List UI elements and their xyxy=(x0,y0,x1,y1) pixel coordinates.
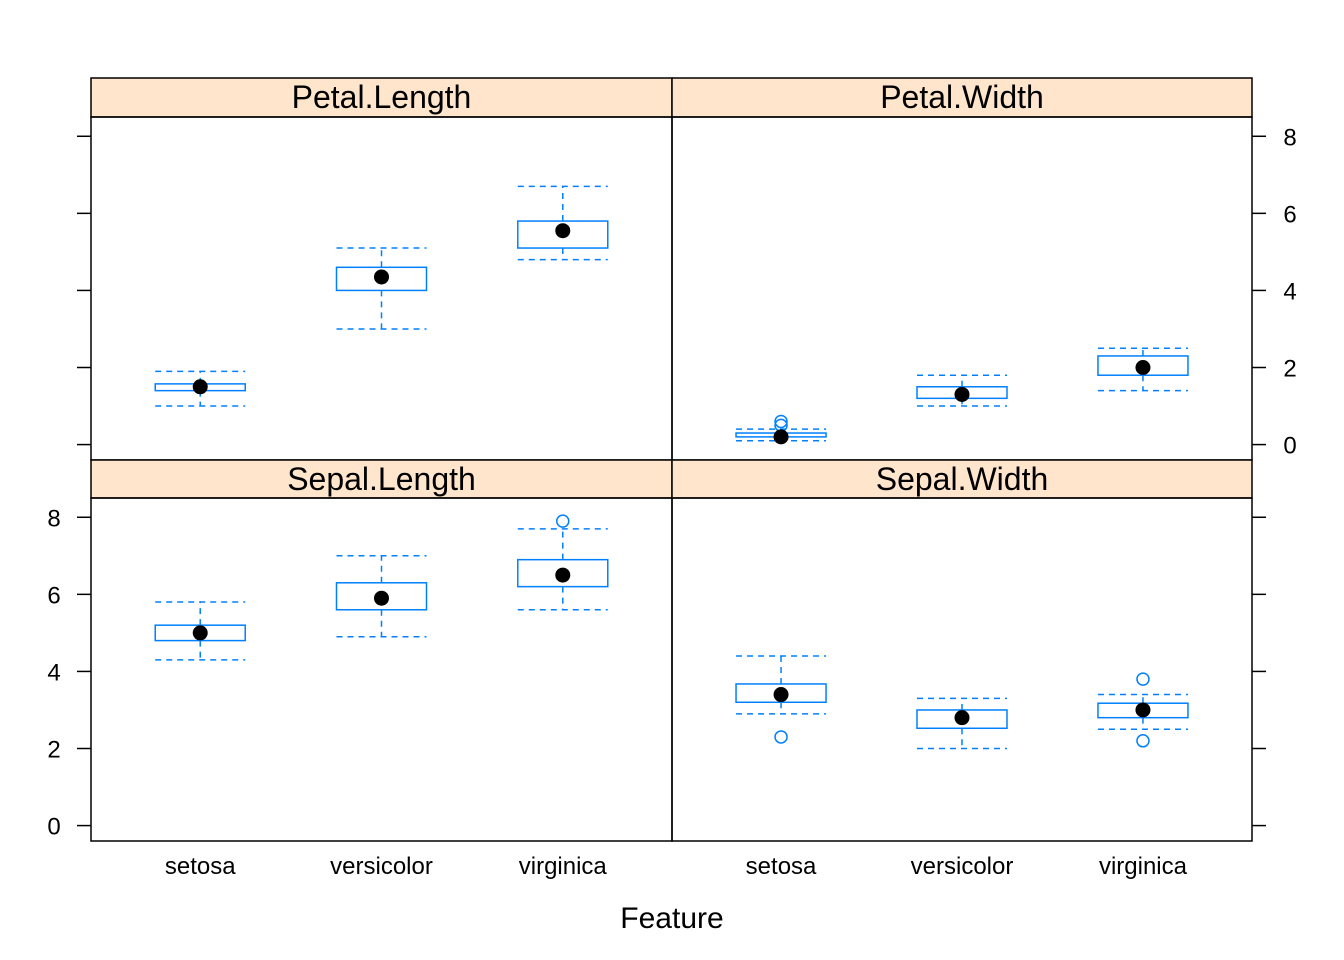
box-setosa xyxy=(735,414,827,445)
median-dot xyxy=(555,223,571,239)
y-tick-label-right: 4 xyxy=(1283,278,1296,305)
box-setosa xyxy=(735,655,827,744)
median-dot xyxy=(773,687,789,703)
panel-sepal-length: Sepal.Length xyxy=(90,459,673,842)
panel-petal-width: Petal.Width xyxy=(671,77,1253,461)
y-tick-label-right: 8 xyxy=(1283,124,1296,151)
median-dot xyxy=(954,710,970,726)
box-versicolor xyxy=(335,247,428,330)
median-dot xyxy=(773,429,789,445)
y-tick-label-right: 0 xyxy=(1283,433,1296,460)
outlier-point xyxy=(774,730,788,744)
median-dot xyxy=(1135,702,1151,718)
panel-sepal-width: Sepal.Width xyxy=(671,459,1253,842)
median-dot xyxy=(555,567,571,583)
panel-frame xyxy=(671,116,1253,461)
median-dot xyxy=(374,590,389,606)
outlier-point xyxy=(1136,734,1150,748)
y-tick-label-left: 2 xyxy=(47,737,60,764)
x-tick-label-virginica: virginica xyxy=(1099,853,1188,880)
panel-strip-label: Petal.Width xyxy=(880,79,1044,115)
box-virginica xyxy=(1097,672,1189,748)
outlier-point xyxy=(556,514,570,528)
outlier-point xyxy=(1136,672,1150,686)
x-tick-label-setosa: setosa xyxy=(746,853,817,880)
box-setosa xyxy=(154,601,246,661)
median-dot xyxy=(954,386,970,402)
y-tick-label-left: 0 xyxy=(47,814,60,841)
panel-strip xyxy=(671,77,1253,118)
x-tick-label-versicolor: versicolor xyxy=(330,853,433,880)
panel-strip-label: Petal.Length xyxy=(292,79,472,115)
y-tick-label-left: 8 xyxy=(47,505,60,532)
box-versicolor xyxy=(916,374,1008,407)
y-tick-label-right: 6 xyxy=(1283,201,1296,228)
panel-frame xyxy=(90,497,673,842)
box-versicolor xyxy=(335,555,428,638)
x-tick-label-virginica: virginica xyxy=(519,853,608,880)
median-dot xyxy=(1135,360,1151,376)
median-dot xyxy=(192,625,208,641)
outlier-point xyxy=(774,414,788,429)
panel-frame xyxy=(671,497,1253,842)
x-tick-label-versicolor: versicolor xyxy=(911,853,1014,880)
panel-petal-length: Petal.Length xyxy=(90,77,673,461)
x-tick-label-setosa: setosa xyxy=(165,853,236,880)
box-setosa xyxy=(154,370,246,407)
median-dot xyxy=(192,379,208,395)
y-tick-label-left: 6 xyxy=(47,582,60,609)
box-virginica xyxy=(517,185,609,261)
box-virginica xyxy=(517,514,609,611)
box-versicolor xyxy=(916,697,1008,750)
axes-layer: setosa versicolor virginica setosa versicolo… xyxy=(47,124,1296,880)
box-virginica xyxy=(1097,347,1189,392)
x-axis-title: Feature xyxy=(620,902,723,935)
panels-layer: Petal.Length Petal.Width Sepal.Length Sepal… xyxy=(90,77,1253,842)
y-tick-label-left: 4 xyxy=(47,659,60,686)
median-dot xyxy=(374,269,389,285)
panel-strip xyxy=(90,77,673,118)
y-tick-label-right: 2 xyxy=(1283,356,1296,383)
panel-strip-label: Sepal.Length xyxy=(287,461,476,497)
panel-strip-label: Sepal.Width xyxy=(876,461,1049,497)
